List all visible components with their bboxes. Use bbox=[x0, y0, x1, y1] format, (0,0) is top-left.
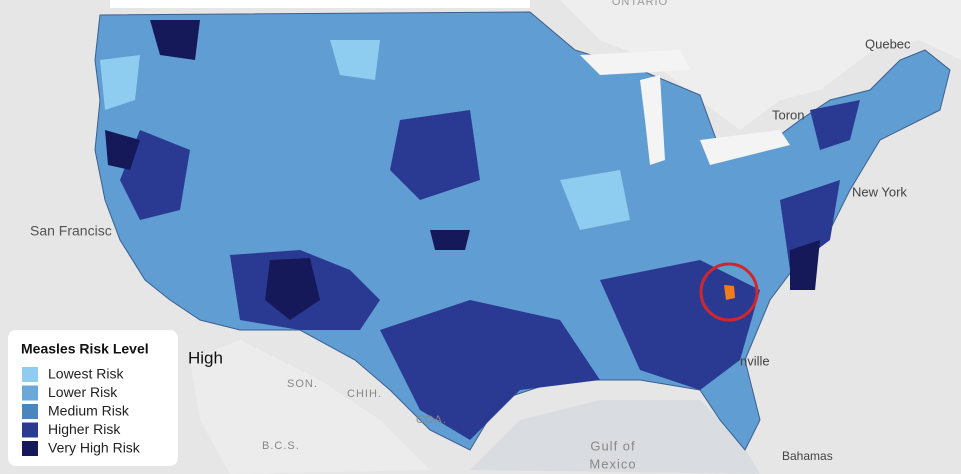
mexico-land bbox=[190, 340, 430, 474]
place-label: Quebec bbox=[865, 36, 911, 51]
place-label: Mexico bbox=[589, 456, 636, 471]
place-label: B.C.S. bbox=[262, 440, 300, 452]
low-risk-areas bbox=[100, 40, 630, 230]
place-label: New York bbox=[852, 184, 907, 199]
legend-items: Lowest Risk Lower Risk Medium Risk Higher R… bbox=[22, 366, 141, 456]
highlight-circle bbox=[699, 262, 759, 322]
place-labels: ONTARIO Quebec Toron New York San Francisc SO… bbox=[30, 0, 911, 471]
high-risk-areas bbox=[120, 100, 860, 440]
legend-swatch bbox=[22, 441, 38, 456]
legend-label: Very High Risk bbox=[48, 440, 141, 456]
place-label: COA. bbox=[416, 414, 447, 426]
place-label: San Francisc bbox=[30, 223, 112, 239]
gulf-water bbox=[470, 400, 760, 474]
canada-land bbox=[560, 0, 961, 130]
place-label: Toron bbox=[772, 107, 805, 122]
lake-erie bbox=[700, 130, 790, 165]
place-label: CHIH. bbox=[347, 388, 382, 400]
legend-label: Higher Risk bbox=[48, 421, 121, 437]
place-label: nville bbox=[740, 353, 770, 368]
legend-swatch bbox=[22, 385, 38, 401]
legend-box bbox=[8, 330, 178, 466]
highlight-county bbox=[724, 285, 735, 300]
map-top-bar bbox=[110, 0, 530, 8]
place-label: Bahamas bbox=[782, 449, 833, 463]
legend-label: Medium Risk bbox=[48, 403, 130, 419]
place-label: SON. bbox=[287, 378, 318, 390]
legend-label: Lower Risk bbox=[48, 384, 118, 400]
place-label: ONTARIO bbox=[612, 0, 668, 8]
legend-label: Lowest Risk bbox=[48, 366, 124, 382]
place-label: Gulf of bbox=[590, 438, 635, 453]
lake-superior bbox=[580, 50, 690, 75]
legend-swatch bbox=[22, 367, 38, 382]
legend-title: Measles Risk Level bbox=[21, 341, 149, 357]
annotation: High bbox=[188, 348, 223, 367]
legend: Measles Risk Level Lowest Risk Lower Risk… bbox=[8, 330, 178, 466]
legend-swatch bbox=[22, 404, 38, 419]
very-high-risk-areas bbox=[105, 20, 820, 320]
lake-michigan bbox=[640, 75, 665, 165]
legend-swatch bbox=[22, 422, 38, 438]
